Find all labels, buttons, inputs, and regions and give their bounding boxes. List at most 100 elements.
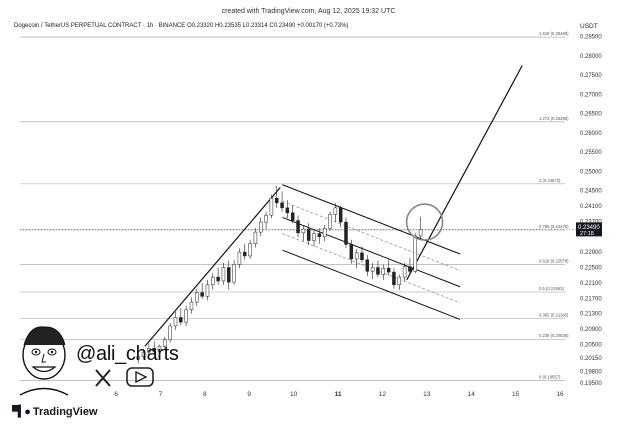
last-price-countdown: 27:18	[580, 231, 594, 237]
candle-body-1	[141, 351, 146, 358]
channel-line-1	[282, 200, 461, 271]
y-tick-label-12: 0.22500	[580, 265, 602, 271]
x-tick-label-5: 11	[335, 391, 342, 398]
candle-body-12	[200, 292, 204, 297]
y-tick-label-1: 0.28000	[580, 54, 602, 60]
x-tick-label-8: 14	[468, 391, 476, 398]
candle-body-16	[221, 267, 226, 282]
y-tick-label-10: 0.23700	[580, 219, 602, 225]
candle-body-48	[392, 271, 396, 286]
candle-body-36	[328, 214, 332, 229]
candle-body-37	[333, 207, 338, 215]
tradingview-brand: TradingView	[32, 405, 98, 418]
y-tick-label-6: 0.25500	[580, 150, 602, 156]
x-tick-label-3: 9	[247, 391, 251, 398]
trend-line-1	[406, 65, 523, 281]
price-axis[interactable]: 0.28500 0.28000 0.27500 0.27000 0.26500 0.260…	[576, 35, 602, 387]
x-tick-label-1: 7	[159, 391, 163, 398]
candle-body-52	[413, 235, 418, 272]
candle-body-19	[237, 251, 242, 265]
time-axis[interactable]: 6 7 8 9 10 11 12 13 14 15 16	[114, 391, 564, 398]
candle-body-50	[402, 266, 407, 278]
y-tick-label-13: 0.22100	[580, 281, 602, 287]
candle-body-7	[173, 317, 178, 327]
candle-body-35	[322, 227, 327, 237]
fib-label-1: 1.272 (0.26285)	[539, 116, 569, 121]
candle-body-15	[216, 276, 220, 282]
candle-body-31	[301, 228, 306, 234]
trend-lines	[144, 65, 523, 347]
candle-body-33	[312, 233, 316, 241]
trend-line-0	[144, 187, 281, 347]
candle-body-18	[232, 264, 236, 283]
symbol-name[interactable]: Dogecoin / TetherUS PERPETUAL CONTRACT ·…	[14, 23, 186, 29]
candle-body-28	[285, 207, 290, 214]
fib-label-2: 1 (0.24673)	[539, 178, 561, 183]
y-tick-label-3: 0.27000	[580, 92, 602, 98]
candlesticks	[136, 185, 423, 364]
candle-body-0	[136, 356, 140, 360]
candle-body-6	[168, 325, 172, 341]
y-tick-label-18: 0.20150	[580, 356, 602, 362]
top-caption: created with TradingView.com, Aug 12, 20…	[221, 8, 396, 15]
tradingview-logo[interactable]: ▀▍● TradingView	[12, 405, 98, 419]
fib-label-5: 0.5 (0.21863)	[539, 286, 565, 291]
ohlc-values: O0.23320 H0.23535 L0.23314 C0.23490 +0.0…	[186, 23, 349, 29]
candle-body-41	[354, 252, 359, 260]
x-tick-label-2: 8	[203, 391, 207, 398]
x-tick-label-9: 15	[512, 391, 520, 398]
candle-body-9	[184, 309, 188, 323]
last-price-badge	[576, 222, 602, 237]
y-tick-label-11: 0.22900	[580, 250, 602, 256]
author-handle: @ali_charts	[76, 343, 179, 365]
y-tick-label-2: 0.27500	[580, 73, 602, 79]
candle-body-10	[189, 301, 194, 311]
descending-channel	[282, 184, 461, 320]
candle-body-45	[376, 267, 380, 275]
candle-body-17	[227, 267, 231, 283]
fib-label-6: 0.382 (0.21168)	[539, 313, 569, 318]
candle-body-8	[179, 317, 183, 323]
candle-body-29	[290, 212, 295, 221]
channel-line-4	[282, 249, 461, 320]
fib-label-4: 0.618 (0.22578)	[539, 258, 569, 263]
highlight-circle	[405, 203, 444, 241]
candle-body-4	[157, 346, 162, 352]
candle-body-47	[386, 268, 391, 273]
candle-body-51	[408, 266, 412, 272]
x-tick-label-4: 10	[290, 391, 298, 398]
channel-line-2	[282, 216, 461, 288]
avatar-caricature	[19, 326, 69, 396]
candle-body-14	[211, 276, 215, 286]
candle-body-49	[397, 276, 402, 286]
candle-body-3	[152, 348, 156, 352]
candle-body-5	[163, 339, 167, 347]
candle-body-30	[296, 220, 300, 234]
candle-body-2	[147, 348, 151, 353]
candle-body-38	[338, 207, 343, 223]
candle-body-42	[360, 252, 364, 261]
candle-body-27	[280, 202, 284, 209]
candle-body-26	[274, 197, 279, 204]
candle-body-11	[195, 292, 199, 303]
y-tick-label-14: 0.21700	[580, 296, 602, 302]
channel-line-0	[282, 184, 461, 255]
candle-body-21	[248, 243, 252, 257]
candle-body-44	[370, 267, 375, 272]
play-button-icon[interactable]	[126, 367, 154, 387]
symbol-info: Dogecoin / TetherUS PERPETUAL CONTRACT ·…	[14, 23, 348, 29]
x-tick-label-10: 16	[556, 391, 564, 398]
candle-body-46	[381, 268, 386, 275]
y-tick-label-15: 0.21300	[580, 312, 602, 318]
y-tick-label-4: 0.26500	[580, 112, 602, 118]
candle-body-32	[306, 228, 311, 241]
x-logo-icon[interactable]	[95, 369, 111, 387]
y-tick-label-5: 0.26000	[580, 131, 602, 137]
candle-body-39	[344, 221, 348, 245]
candle-body-40	[349, 244, 354, 260]
annotations	[20, 203, 578, 241]
x-tick-label-6: 12	[379, 391, 387, 398]
y-tick-label-20: 0.19500	[580, 381, 602, 387]
fib-label-3: 0.786 (0.23475)	[539, 224, 569, 229]
